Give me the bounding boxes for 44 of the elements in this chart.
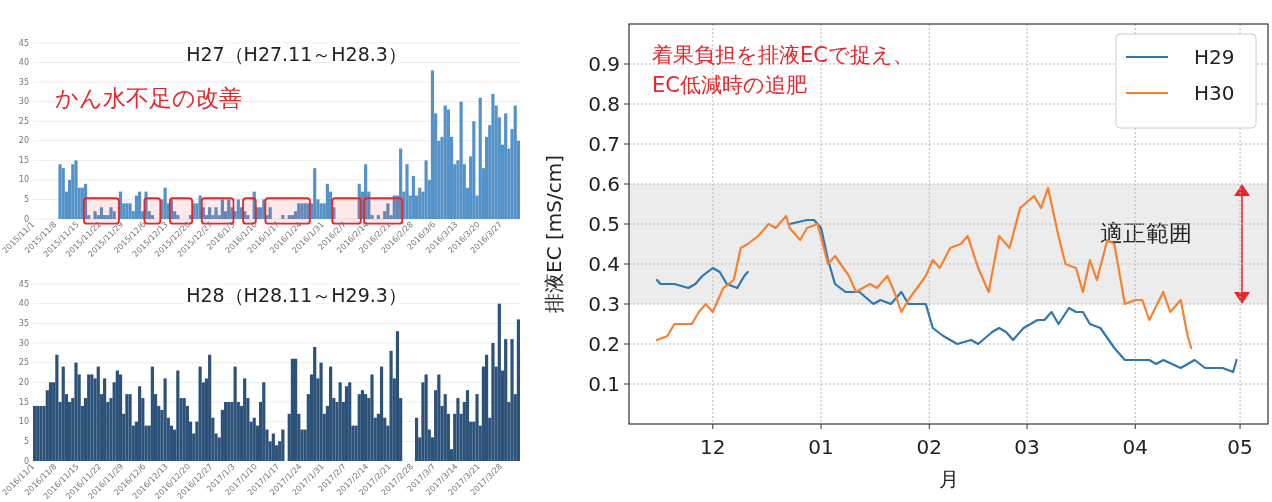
y-tick-label: 15 [18,397,29,407]
y-tick-label: 0.3 [588,292,620,316]
y-tick-label: 10 [18,417,29,427]
y-tick-label: 10 [18,175,29,185]
y-tick-label: 0.2 [588,332,620,356]
x-tick-label: 02 [916,435,943,459]
y-tick-label: 25 [18,358,29,368]
y-tick-label: 0.7 [588,132,620,156]
annotation: かん水不足の改善 [55,85,242,111]
y-tick-label: 30 [18,338,29,348]
y-tick-label: 0.1 [588,372,620,396]
band-label: 適正範囲 [1100,219,1192,246]
x-tick-label: 04 [1122,435,1149,459]
x-tick-label: 12 [700,435,726,459]
y-tick-label: 0.5 [588,212,620,236]
y-tick-label: 45 [18,38,29,48]
y-tick-label: 20 [18,136,29,146]
y-tick-label: 15 [18,155,29,165]
y-tick-label: 0.6 [588,172,620,196]
legend-label: H29 [1194,45,1235,69]
y-axis-title: 排液EC [mS/cm] [542,155,566,313]
y-tick-label: 0.4 [588,252,620,276]
annotation: 着果負担を排液ECで捉え、 EC低減時の追肥 [652,43,914,98]
y-tick-label: 40 [18,58,29,68]
y-tick-label: 35 [18,318,29,328]
y-tick-label: 20 [18,377,29,387]
x-axis-title: 月 [938,467,959,491]
chart-title: H27（H27.11～H28.3） [186,43,407,65]
y-tick-label: 5 [23,194,29,204]
legend-label: H30 [1194,81,1235,105]
y-tick-label: 0 [23,214,29,224]
x-tick-label: 03 [1014,435,1040,459]
y-tick-label: 0 [23,456,29,466]
y-tick-label: 40 [18,299,29,309]
y-tick-label: 35 [18,77,29,87]
y-tick-label: 25 [18,116,29,126]
x-tick-label: 01 [808,435,834,459]
y-tick-label: 45 [18,279,29,289]
y-tick-label: 30 [18,97,29,107]
chart-title: H28（H28.11～H29.3） [186,284,407,306]
y-tick-label: 0.9 [588,52,620,76]
y-tick-label: 0.8 [588,92,620,116]
x-tick-label: 05 [1227,435,1253,459]
y-tick-label: 5 [23,436,29,446]
